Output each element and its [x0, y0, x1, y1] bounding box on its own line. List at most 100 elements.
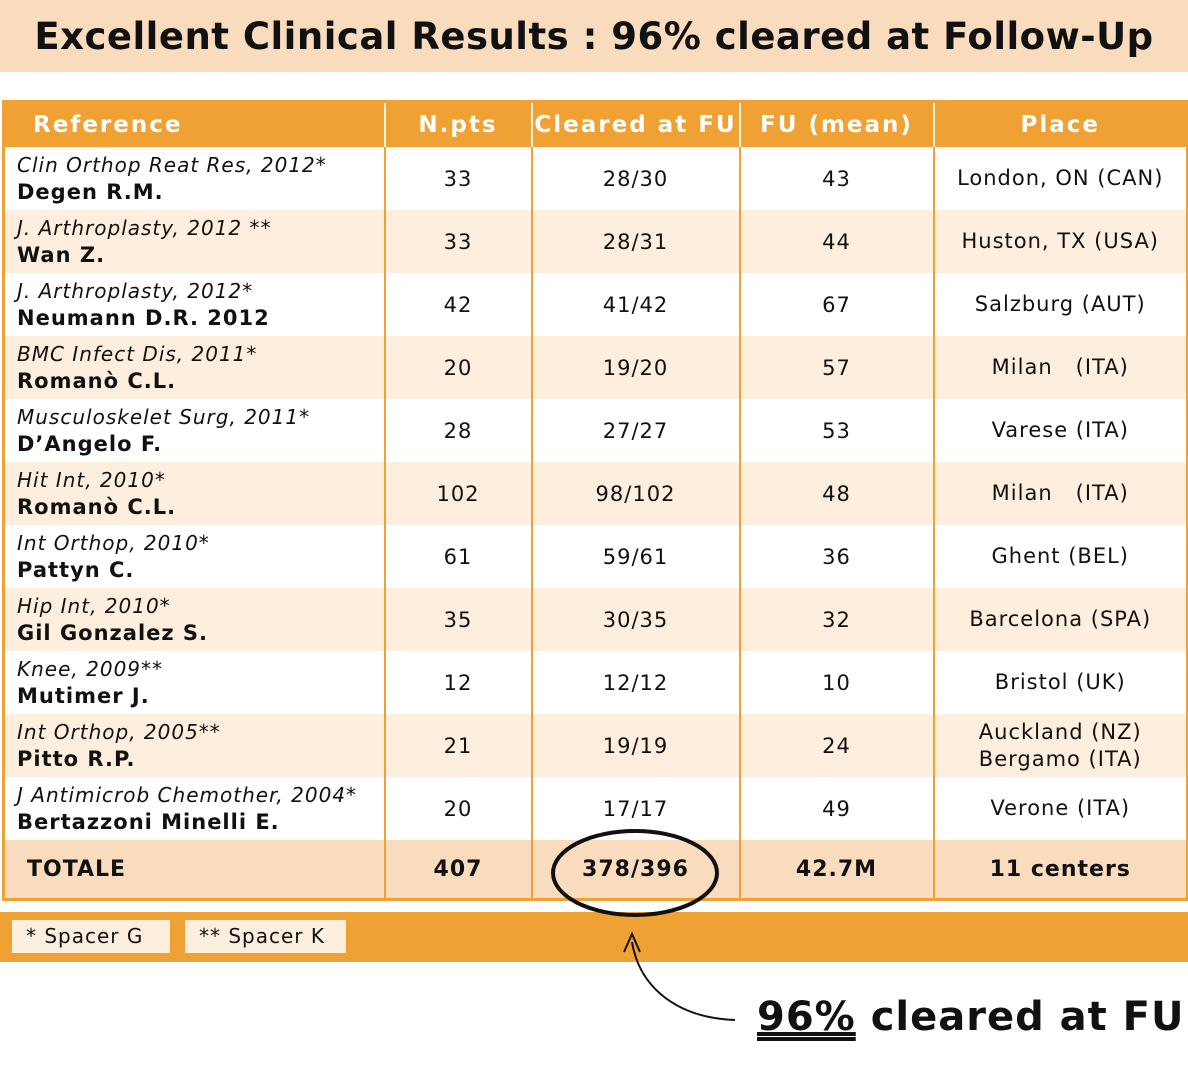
- table-row: J Antimicrob Chemother, 2004* Bertazzoni …: [3, 777, 1188, 840]
- column-header: Cleared at FU: [531, 101, 741, 147]
- place-cell: Auckland (NZ) Bergamo (ITA): [933, 714, 1188, 777]
- author: Degen R.M.: [17, 179, 164, 204]
- total-cell: 11 centers: [933, 840, 1188, 900]
- reference-cell: Knee, 2009** Mutimer J.: [3, 651, 386, 714]
- author: Bertazzoni Minelli E.: [17, 809, 280, 834]
- reference-cell: Clin Orthop Reat Res, 2012* Degen R.M.: [3, 147, 386, 210]
- place-line: Bristol (UK): [994, 670, 1126, 694]
- cleared-cell: 41/42: [531, 273, 741, 336]
- npts-cell: 33: [384, 210, 533, 273]
- column-header: Reference: [3, 101, 386, 147]
- author: Romanò C.L.: [17, 368, 177, 393]
- cleared-cell: 98/102: [531, 462, 741, 525]
- table-row: J. Arthroplasty, 2012 ** Wan Z. 33 28/31 44 H…: [3, 210, 1188, 273]
- place-line: Milan (ITA): [991, 481, 1129, 505]
- journal: Clin Orthop Reat Res, 2012*: [17, 152, 327, 177]
- npts-cell: 20: [384, 336, 533, 399]
- place-line: Salzburg (AUT): [974, 292, 1146, 316]
- fu-cell: 43: [739, 147, 935, 210]
- place-cell: Barcelona (SPA): [933, 588, 1188, 651]
- place-cell: Verone (ITA): [933, 777, 1188, 840]
- npts-cell: 33: [384, 147, 533, 210]
- total-row: TOTALE 407 378/396 42.7M 11 centers: [3, 840, 1188, 900]
- author: Romanò C.L.: [17, 494, 177, 519]
- author: Neumann D.R. 2012: [17, 305, 270, 330]
- table-row: Int Orthop, 2010* Pattyn C. 61 59/61 36 Ghent…: [3, 525, 1188, 588]
- total-cell: 378/396: [531, 840, 741, 900]
- fu-cell: 36: [739, 525, 935, 588]
- place-line: Auckland (NZ): [978, 719, 1142, 744]
- callout-text: cleared at FU: [870, 994, 1185, 1040]
- table-row: BMC Infect Dis, 2011* Romanò C.L. 20 19/20 5…: [3, 336, 1188, 399]
- legend-item: ** Spacer K: [185, 920, 346, 953]
- npts-cell: 28: [384, 399, 533, 462]
- column-header: FU (mean): [739, 101, 935, 147]
- fu-cell: 48: [739, 462, 935, 525]
- fu-cell: 49: [739, 777, 935, 840]
- fu-cell: 67: [739, 273, 935, 336]
- npts-cell: 21: [384, 714, 533, 777]
- total-cell: 407: [384, 840, 533, 900]
- journal: BMC Infect Dis, 2011*: [17, 341, 258, 366]
- place-line: London, ON (CAN): [957, 166, 1164, 190]
- author: Pattyn C.: [17, 557, 135, 582]
- cleared-cell: 19/20: [531, 336, 741, 399]
- journal: Int Orthop, 2005**: [17, 719, 221, 744]
- reference-cell: J. Arthroplasty, 2012 ** Wan Z.: [3, 210, 386, 273]
- cleared-cell: 30/35: [531, 588, 741, 651]
- npts-cell: 102: [384, 462, 533, 525]
- cleared-cell: 19/19: [531, 714, 741, 777]
- table-row: Int Orthop, 2005** Pitto R.P. 21 19/19 24 Auc…: [3, 714, 1188, 777]
- reference-cell: Hit Int, 2010* Romanò C.L.: [3, 462, 386, 525]
- table-row: Knee, 2009** Mutimer J. 12 12/12 10 Bristol (…: [3, 651, 1188, 714]
- fu-cell: 57: [739, 336, 935, 399]
- cleared-cell: 12/12: [531, 651, 741, 714]
- journal: Hit Int, 2010*: [17, 467, 166, 492]
- fu-cell: 32: [739, 588, 935, 651]
- column-header: Place: [933, 101, 1188, 147]
- place-line: Ghent (BEL): [991, 544, 1129, 568]
- place-line: Verone (ITA): [990, 796, 1131, 820]
- cleared-cell: 28/30: [531, 147, 741, 210]
- author: Wan Z.: [17, 242, 106, 267]
- cleared-cell: 27/27: [531, 399, 741, 462]
- cleared-cell: 17/17: [531, 777, 741, 840]
- table-row: Musculoskelet Surg, 2011* D’Angelo F. 28 27…: [3, 399, 1188, 462]
- place-cell: Milan (ITA): [933, 462, 1188, 525]
- column-header: N.pts: [384, 101, 533, 147]
- place-cell: Bristol (UK): [933, 651, 1188, 714]
- journal: Int Orthop, 2010*: [17, 530, 210, 555]
- cleared-cell: 59/61: [531, 525, 741, 588]
- table-row: Hip Int, 2010* Gil Gonzalez S. 35 30/35 32 Ba…: [3, 588, 1188, 651]
- total-cell: TOTALE: [3, 840, 386, 900]
- table-row: J. Arthroplasty, 2012* Neumann D.R. 2012 4…: [3, 273, 1188, 336]
- place-line: Milan (ITA): [991, 355, 1129, 379]
- fu-cell: 24: [739, 714, 935, 777]
- table-row: Clin Orthop Reat Res, 2012* Degen R.M. 33 2…: [3, 147, 1188, 210]
- npts-cell: 61: [384, 525, 533, 588]
- reference-cell: Int Orthop, 2010* Pattyn C.: [3, 525, 386, 588]
- results-table: Reference N.pts Cleared at FU FU (mean) Plac…: [2, 100, 1188, 901]
- npts-cell: 42: [384, 273, 533, 336]
- reference-cell: BMC Infect Dis, 2011* Romanò C.L.: [3, 336, 386, 399]
- place-line: Barcelona (SPA): [969, 607, 1152, 631]
- fu-cell: 10: [739, 651, 935, 714]
- reference-cell: J. Arthroplasty, 2012* Neumann D.R. 2012: [3, 273, 386, 336]
- place-cell: Salzburg (AUT): [933, 273, 1188, 336]
- place-line: Varese (ITA): [991, 418, 1129, 442]
- journal: Musculoskelet Surg, 2011*: [17, 404, 311, 429]
- callout: 96% cleared at FU: [757, 994, 1185, 1040]
- cleared-cell: 28/31: [531, 210, 741, 273]
- place-line: Bergamo (ITA): [978, 746, 1142, 771]
- legend-item: * Spacer G: [12, 920, 170, 953]
- title: Excellent Clinical Results : 96% cleared…: [0, 0, 1188, 72]
- npts-cell: 20: [384, 777, 533, 840]
- journal: Knee, 2009**: [17, 656, 164, 681]
- reference-cell: Hip Int, 2010* Gil Gonzalez S.: [3, 588, 386, 651]
- npts-cell: 35: [384, 588, 533, 651]
- place-cell: Varese (ITA): [933, 399, 1188, 462]
- author: D’Angelo F.: [17, 431, 163, 456]
- author: Pitto R.P.: [17, 746, 136, 771]
- journal: J. Arthroplasty, 2012*: [17, 278, 254, 303]
